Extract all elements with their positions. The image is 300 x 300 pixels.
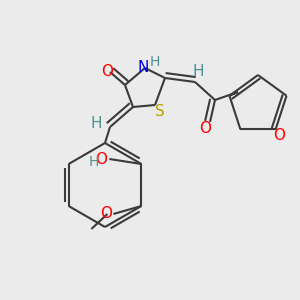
Text: O: O	[101, 64, 113, 79]
Text: O: O	[100, 206, 112, 221]
Text: H: H	[88, 155, 99, 170]
Text: O: O	[199, 121, 211, 136]
Text: O: O	[95, 152, 107, 167]
Text: O: O	[273, 128, 285, 143]
Text: H: H	[90, 116, 102, 131]
Text: H: H	[192, 64, 204, 79]
Text: S: S	[155, 104, 165, 119]
Text: N: N	[137, 60, 149, 75]
Text: H: H	[150, 55, 160, 68]
